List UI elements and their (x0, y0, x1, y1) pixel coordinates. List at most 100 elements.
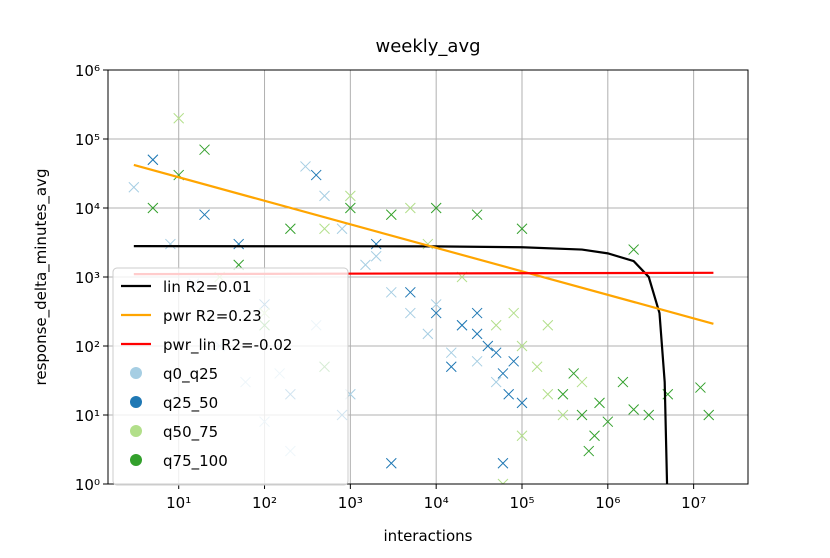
point (628, 244, 640, 255)
point (643, 409, 655, 421)
point (165, 238, 176, 250)
point (445, 347, 457, 359)
point (568, 368, 580, 379)
point (344, 190, 356, 202)
legend-label: q75_100 (163, 452, 228, 471)
x-tick-label: 10³ (338, 494, 363, 512)
point (336, 223, 348, 235)
legend-marker (130, 454, 142, 466)
y-tick-label: 10³ (75, 269, 100, 287)
y-tick-label: 10⁶ (75, 62, 100, 80)
point (471, 307, 483, 319)
point (370, 238, 382, 250)
y-axis-label: response_delta_minutes_avg (32, 169, 51, 386)
point (385, 457, 397, 469)
point (482, 340, 494, 352)
point (497, 457, 509, 469)
point (456, 319, 468, 331)
point (516, 340, 528, 352)
y-tick-label: 10⁰ (75, 476, 100, 494)
point (173, 112, 185, 124)
point (602, 416, 614, 428)
point (300, 161, 311, 172)
point (576, 376, 588, 388)
point (617, 376, 629, 388)
point (404, 286, 416, 298)
point (471, 328, 483, 340)
point (695, 382, 706, 393)
point (576, 409, 588, 421)
point (583, 445, 595, 457)
chart-title: weekly_avg (375, 36, 480, 57)
point (471, 209, 483, 221)
point (542, 388, 554, 400)
point (344, 202, 356, 214)
point (430, 307, 442, 319)
y-tick-label: 10¹ (75, 407, 100, 425)
x-tick-label: 10⁷ (681, 494, 706, 512)
legend-label: q25_50 (163, 394, 218, 413)
legend-marker (130, 367, 142, 379)
legend-label: lin R2=0.01 (163, 278, 252, 296)
point (370, 250, 382, 262)
x-tick-label: 10⁴ (424, 494, 449, 512)
x-tick-label: 10⁵ (509, 494, 534, 512)
fit-line (133, 245, 669, 484)
point (508, 307, 520, 319)
x-tick-label: 10⁶ (595, 494, 620, 512)
point (233, 238, 245, 250)
y-tick-label: 10⁵ (75, 131, 100, 149)
point (422, 328, 434, 340)
legend-box (112, 267, 349, 486)
point (360, 259, 371, 271)
point (589, 430, 600, 442)
point (531, 361, 543, 373)
legend-label: q50_75 (163, 423, 218, 442)
point (199, 209, 210, 221)
fit-line (133, 163, 714, 325)
point (319, 190, 330, 202)
x-tick-label: 10¹ (166, 494, 191, 512)
legend-label: q0_q25 (163, 365, 218, 384)
point (490, 347, 502, 359)
point (594, 397, 605, 409)
point (147, 154, 159, 166)
point (404, 307, 416, 319)
x-tick-label: 10² (252, 494, 277, 512)
point (497, 478, 509, 484)
point (508, 355, 520, 367)
y-tick-label: 10⁴ (75, 200, 100, 218)
plot-frame (107, 69, 749, 485)
legend-marker (130, 396, 142, 408)
point (385, 286, 397, 298)
point (445, 361, 457, 373)
legend-label: pwr R2=0.23 (163, 307, 262, 325)
point (430, 202, 442, 214)
x-axis-label: interactions (384, 527, 473, 545)
point (319, 223, 330, 235)
point (385, 209, 397, 221)
point (542, 319, 554, 331)
point (516, 430, 528, 442)
point (557, 388, 569, 400)
point (430, 299, 442, 310)
point (490, 319, 502, 331)
point (628, 404, 640, 415)
point (471, 355, 483, 367)
point (490, 376, 502, 388)
point (516, 223, 528, 235)
legend-marker (130, 425, 142, 437)
point (557, 409, 569, 421)
point (128, 181, 140, 193)
point (404, 202, 416, 214)
point (497, 368, 509, 379)
point (147, 202, 159, 214)
point (503, 388, 515, 400)
point (310, 169, 322, 181)
legend-label: pwr_lin R2=-0.02 (163, 336, 292, 355)
point (199, 144, 210, 156)
point (285, 223, 296, 235)
point (703, 409, 715, 421)
y-tick-label: 10² (75, 338, 100, 356)
